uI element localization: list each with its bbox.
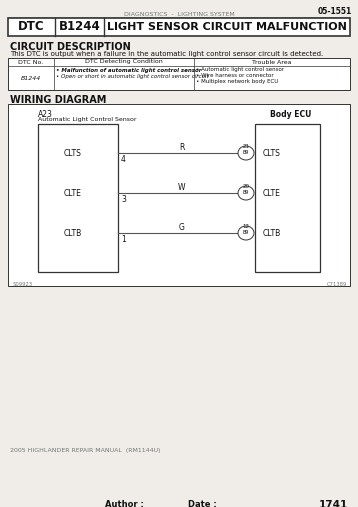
Text: CLTB: CLTB xyxy=(263,229,281,237)
Text: DTC No.: DTC No. xyxy=(18,59,44,64)
Text: B1244: B1244 xyxy=(59,20,100,33)
Text: 20: 20 xyxy=(242,184,250,189)
Text: CLTS: CLTS xyxy=(263,149,281,158)
Text: Body ECU: Body ECU xyxy=(270,110,311,119)
Text: CLTB: CLTB xyxy=(64,229,82,237)
Text: S09923: S09923 xyxy=(13,282,33,287)
Ellipse shape xyxy=(238,146,254,160)
Text: CIRCUIT DESCRIPTION: CIRCUIT DESCRIPTION xyxy=(10,42,131,52)
Bar xyxy=(8,18,350,36)
Text: DTC: DTC xyxy=(18,20,45,33)
Text: Trouble Area: Trouble Area xyxy=(252,59,292,64)
Text: A23: A23 xyxy=(38,110,53,119)
Text: G: G xyxy=(179,223,184,232)
Text: This DTC is output when a failure in the automatic light control sensor circuit : This DTC is output when a failure in the… xyxy=(10,51,323,57)
Text: • Automatic light control sensor: • Automatic light control sensor xyxy=(196,67,284,72)
Text: B1244: B1244 xyxy=(21,76,41,81)
Text: DTC Detecting Condition: DTC Detecting Condition xyxy=(85,59,163,64)
Text: B9: B9 xyxy=(243,230,249,235)
Text: R: R xyxy=(179,142,184,152)
Text: CLTS: CLTS xyxy=(64,149,82,158)
Text: CLTE: CLTE xyxy=(263,189,281,198)
Text: • Wire harness or connector: • Wire harness or connector xyxy=(196,73,274,78)
Text: 4: 4 xyxy=(121,155,126,163)
Bar xyxy=(255,124,320,272)
Text: Author :: Author : xyxy=(105,500,144,507)
Ellipse shape xyxy=(238,226,254,240)
Text: CLTE: CLTE xyxy=(64,189,82,198)
Text: 1741: 1741 xyxy=(319,500,348,507)
Bar xyxy=(8,104,350,286)
Bar xyxy=(38,124,118,272)
Text: DIAGNOSTICS  -  LIGHTING SYSTEM: DIAGNOSTICS - LIGHTING SYSTEM xyxy=(124,12,234,17)
Text: C71389: C71389 xyxy=(326,282,347,287)
Text: Date :: Date : xyxy=(188,500,217,507)
Text: 3: 3 xyxy=(121,195,126,203)
Text: 1: 1 xyxy=(121,235,126,243)
Text: Automatic Light Control Sensor: Automatic Light Control Sensor xyxy=(38,117,136,122)
Text: 12: 12 xyxy=(242,224,250,229)
Ellipse shape xyxy=(238,186,254,200)
Text: • Open or short in automatic light control sensor circuit: • Open or short in automatic light contr… xyxy=(56,74,209,79)
Text: WIRING DIAGRAM: WIRING DIAGRAM xyxy=(10,95,106,105)
Text: B9: B9 xyxy=(243,150,249,155)
Text: • Malfunction of automatic light control sensor: • Malfunction of automatic light control… xyxy=(56,68,202,73)
Text: LIGHT SENSOR CIRCUIT MALFUNCTION: LIGHT SENSOR CIRCUIT MALFUNCTION xyxy=(107,22,347,32)
Text: • Multiplex network body ECU: • Multiplex network body ECU xyxy=(196,79,278,84)
Bar xyxy=(8,58,350,90)
Text: W: W xyxy=(178,183,185,192)
Text: 21: 21 xyxy=(242,143,250,149)
Text: 05-1551: 05-1551 xyxy=(318,7,352,16)
Text: 2005 HIGHLANDER REPAIR MANUAL  (RM1144U): 2005 HIGHLANDER REPAIR MANUAL (RM1144U) xyxy=(10,448,160,453)
Text: B9: B9 xyxy=(243,190,249,195)
